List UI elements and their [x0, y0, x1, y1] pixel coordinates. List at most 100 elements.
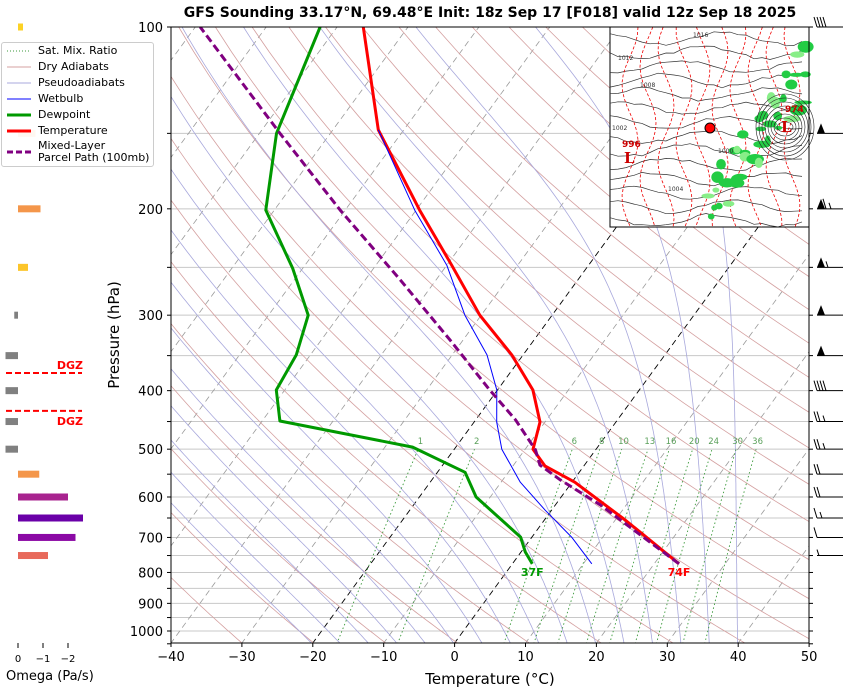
map-isobar	[609, 172, 803, 187]
map-precip-area	[722, 200, 735, 207]
dry-adiabat-line	[171, 448, 387, 643]
map-pressure-label: 1004	[668, 186, 683, 193]
wind-barb-flag	[822, 380, 827, 391]
pseudoadiabat-line	[535, 27, 710, 643]
mixing-ratio-line	[682, 449, 737, 643]
wind-barb-pennant	[817, 198, 825, 209]
map-low-contour	[758, 97, 812, 157]
map-precip-area	[754, 157, 763, 168]
wind-barb-flag	[813, 507, 818, 519]
plot-frame	[170, 26, 810, 644]
map-low-contour	[770, 113, 800, 141]
map-precip-area	[774, 125, 783, 130]
omega-bar	[18, 470, 40, 478]
wind-barb	[817, 257, 843, 268]
x-tick-label: −10	[370, 650, 397, 665]
legend-item-mixing-ratio: Sat. Mix. Ratio	[6, 45, 117, 57]
map-low-contour	[767, 109, 803, 145]
omega-tick-label: −1	[36, 654, 51, 665]
y-tick-label: 100	[138, 21, 163, 36]
map-low-contour	[764, 105, 806, 149]
x-tick-label: −40	[157, 650, 184, 665]
map-precip-area	[785, 79, 798, 90]
legend-item-pseudoadiabats: Pseudoadiabats	[6, 77, 125, 89]
pseudoadiabat-line	[415, 27, 682, 643]
mixing-ratio-label: 13	[644, 437, 655, 447]
parcel-path-swatch	[7, 150, 31, 154]
mixing-ratio-label: 16	[666, 437, 677, 447]
map-low-symbol: L	[781, 118, 792, 136]
pseudoadiabat-line	[171, 368, 426, 643]
omega-bar	[5, 387, 18, 395]
wind-barb	[813, 16, 843, 28]
omega-tick-label: 0	[15, 654, 21, 665]
surface-dewpoint-label: 37F	[521, 566, 544, 579]
y-axis-label: Pressure (hPa)	[105, 281, 123, 389]
map-precip-area	[707, 213, 715, 220]
dry-adiabat-line	[398, 27, 809, 378]
wind-barb-half-flag	[822, 443, 826, 450]
map-low-contour	[755, 93, 815, 161]
map-precip-area	[729, 178, 745, 188]
plot-area: 1 2 6 8 10 13 16 20 24 30 36	[171, 27, 809, 643]
pseudoadiabat-line	[171, 95, 568, 643]
map-thickness-line	[621, 26, 639, 228]
map-pressure-label: 996	[622, 140, 641, 150]
mixing-ratio-line	[533, 449, 601, 643]
dry-adiabat-swatch	[7, 66, 31, 68]
map-precip-area	[763, 120, 777, 128]
wetbulb-line	[377, 129, 593, 565]
dry-adiabat-line	[178, 27, 809, 600]
isotherm-line	[171, 27, 409, 353]
y-tick-label: 900	[138, 597, 163, 612]
y-tick-label: 200	[138, 203, 163, 218]
wind-barb-pennant	[817, 123, 825, 134]
pseudoadiabat-line	[171, 327, 454, 643]
x-axis-label: Temperature (°C)	[425, 670, 555, 688]
legend-item-dry-adiabats: Dry Adiabats	[6, 61, 109, 73]
isotherm-line	[454, 156, 809, 643]
x-tick-label: 10	[517, 650, 534, 665]
map-isobar	[609, 101, 803, 116]
map-isobar	[609, 72, 803, 89]
dry-adiabat-line	[288, 27, 809, 485]
isotherm-line	[312, 27, 763, 643]
mixing-ratio-line	[704, 449, 757, 643]
pseudoadiabat-swatch	[7, 82, 31, 84]
dry-adiabat-line	[171, 137, 746, 643]
wind-barb	[816, 549, 843, 557]
wind-barb-flag	[813, 380, 818, 391]
dgz-label: DGZ	[57, 359, 83, 372]
mixing-ratio-label: 6	[572, 437, 577, 447]
omega-tick-label: −2	[61, 654, 76, 665]
omega-bar	[18, 514, 83, 522]
map-precip-area	[716, 158, 726, 170]
dry-adiabat-line	[171, 385, 459, 643]
wind-barb-flag	[813, 411, 818, 422]
pseudoadiabat-line	[171, 502, 313, 643]
wind-barb-flag	[816, 411, 821, 422]
map-low-contour	[773, 117, 797, 137]
wind-barb-half-flag	[819, 511, 823, 519]
x-tick-label: −30	[228, 650, 255, 665]
wind-barb	[813, 527, 843, 538]
dry-adiabat-line	[508, 27, 809, 278]
wind-barb	[813, 439, 843, 450]
mixing-ratio-label: 30	[732, 437, 743, 447]
mixing-ratio-line	[609, 449, 670, 643]
x-tick-label: 0	[450, 650, 458, 665]
map-isobar	[609, 157, 803, 172]
pseudoadiabat-line	[171, 471, 341, 643]
pseudoadiabat-line	[171, 281, 483, 643]
isotherm-line	[241, 27, 692, 643]
wind-barb-half-flag	[825, 261, 829, 268]
wind-barb-flag	[816, 439, 821, 450]
isotherm-line	[171, 27, 480, 450]
map-isobar	[609, 199, 803, 215]
map-precip-area	[800, 71, 811, 78]
map-low-contour	[761, 101, 809, 153]
mixing-ratio-line	[586, 449, 649, 643]
pseudoadiabat-line	[181, 27, 597, 643]
isotherm-line	[171, 27, 551, 547]
